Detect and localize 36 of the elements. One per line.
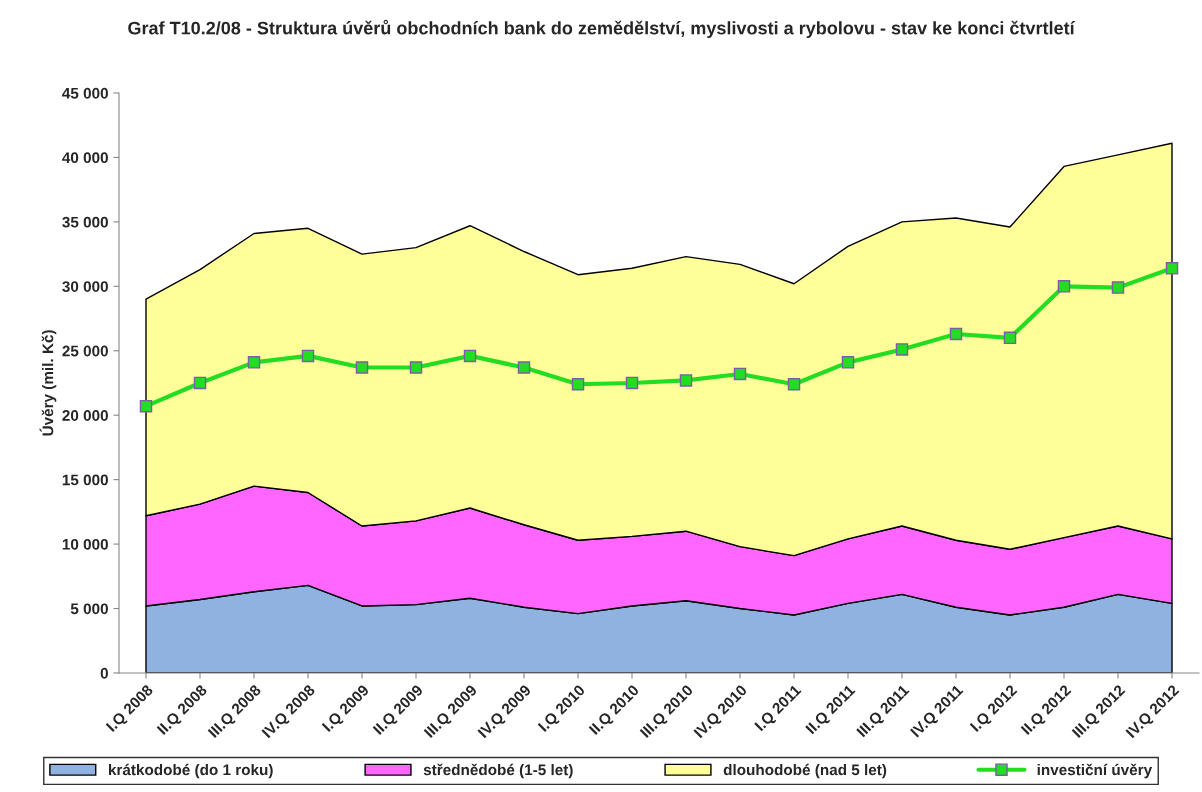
legend-label: střednědobé (1-5 let) bbox=[423, 763, 573, 779]
point bbox=[841, 356, 855, 369]
legend-label: dlouhodobé (nad 5 let) bbox=[723, 763, 887, 779]
point bbox=[1165, 262, 1179, 275]
y-axis-title: Úvěry (mil. Kč) bbox=[39, 330, 57, 436]
y-tick-label: 25 000 bbox=[62, 345, 108, 357]
y-tick-label: 10 000 bbox=[62, 538, 108, 550]
point bbox=[463, 349, 477, 363]
y-tick-label: 40 000 bbox=[62, 152, 108, 164]
point bbox=[679, 374, 693, 387]
point bbox=[301, 349, 315, 363]
point bbox=[355, 361, 369, 374]
chart-title: Graf T10.2/08 - Struktura úvěrů obchodních bank do zemědělství, myslivosti a rybolovu - stav ke konci čtvrtletí bbox=[128, 19, 1076, 39]
point bbox=[409, 361, 423, 374]
y-tick-label: 15 000 bbox=[62, 474, 108, 486]
y-tick-label: 45 000 bbox=[62, 87, 108, 99]
point bbox=[193, 376, 207, 390]
point bbox=[139, 399, 153, 413]
legend-label: investiční úvěry bbox=[1037, 763, 1153, 779]
legend-label: krátkodobé (do 1 roku) bbox=[109, 763, 273, 779]
y-tick-label: 20 000 bbox=[62, 410, 108, 421]
point bbox=[895, 343, 909, 356]
point bbox=[787, 378, 801, 391]
point bbox=[1003, 331, 1017, 345]
y-tick-label: 0 bbox=[100, 667, 108, 679]
y-tick-label: 35 000 bbox=[62, 216, 108, 228]
y-tick-label: 5 000 bbox=[70, 603, 108, 615]
point bbox=[1111, 281, 1125, 294]
point bbox=[733, 367, 747, 381]
point bbox=[571, 378, 585, 391]
point bbox=[517, 361, 531, 374]
point bbox=[1057, 280, 1071, 293]
y-tick-label: 30 000 bbox=[62, 281, 108, 293]
point bbox=[949, 327, 963, 341]
point bbox=[625, 376, 639, 390]
point bbox=[247, 356, 261, 369]
